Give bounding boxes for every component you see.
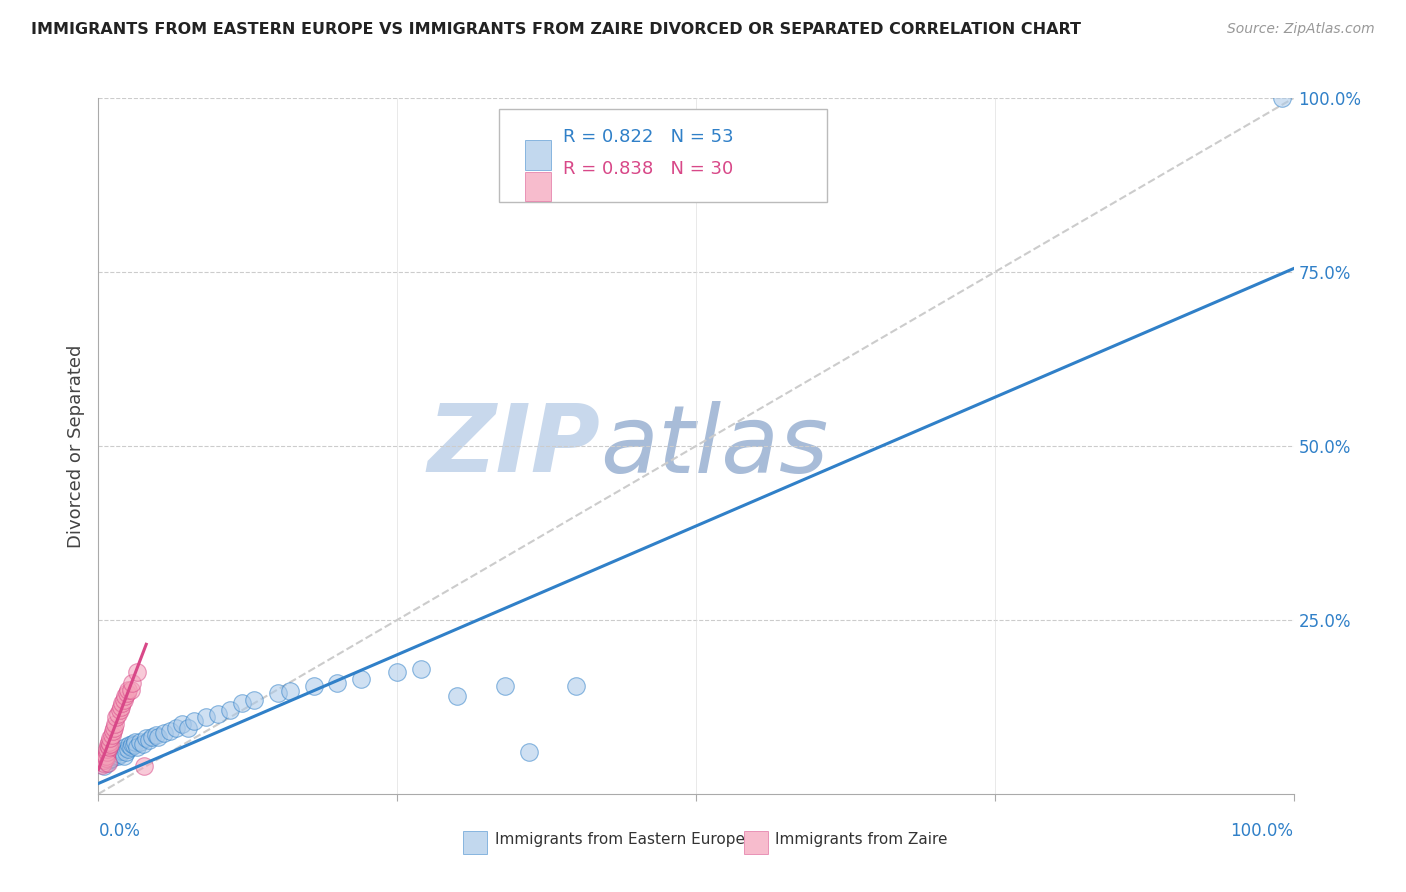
Y-axis label: Divorced or Separated: Divorced or Separated [66, 344, 84, 548]
Point [100, 750, 122, 764]
Point [278, 684, 301, 698]
Text: Immigrants from Eastern Europe: Immigrants from Eastern Europe [495, 831, 745, 847]
Point [111, 697, 134, 711]
Point [411, 662, 433, 676]
Point [207, 706, 229, 721]
Point [98, 737, 122, 751]
Point [107, 706, 129, 721]
Point [96, 745, 118, 759]
Point [105, 710, 128, 724]
Point [93, 754, 115, 768]
Point [121, 737, 143, 751]
Point [107, 748, 129, 763]
Point [125, 739, 148, 754]
Text: atlas: atlas [600, 401, 828, 491]
Point [302, 679, 325, 693]
Point [112, 693, 135, 707]
FancyBboxPatch shape [499, 109, 827, 202]
Point [96, 741, 118, 756]
Point [93, 759, 115, 773]
Point [159, 724, 181, 739]
FancyBboxPatch shape [463, 831, 486, 854]
Point [141, 730, 163, 744]
Point [183, 714, 205, 728]
Point [103, 721, 125, 735]
Point [98, 739, 121, 754]
Point [129, 735, 152, 749]
Point [124, 738, 146, 752]
Point [103, 747, 125, 761]
Point [114, 739, 136, 754]
Point [108, 703, 131, 717]
Point [135, 731, 157, 746]
Point [115, 745, 138, 759]
Point [350, 672, 373, 686]
Point [326, 675, 349, 690]
Point [117, 682, 139, 697]
Point [153, 725, 176, 739]
Text: R = 0.822   N = 53: R = 0.822 N = 53 [564, 128, 734, 146]
Point [91, 756, 114, 770]
Point [118, 738, 141, 752]
Point [108, 747, 131, 761]
Point [125, 665, 148, 680]
FancyBboxPatch shape [744, 831, 768, 854]
Point [132, 759, 155, 773]
Point [112, 748, 135, 763]
Point [100, 728, 122, 742]
Point [97, 738, 120, 752]
Point [117, 741, 139, 756]
Text: Source: ZipAtlas.com: Source: ZipAtlas.com [1227, 22, 1375, 37]
Text: R = 0.838   N = 30: R = 0.838 N = 30 [564, 160, 734, 178]
Point [105, 745, 128, 759]
Point [165, 721, 187, 735]
Point [121, 675, 143, 690]
Point [565, 679, 588, 693]
Text: 100.0%: 100.0% [1230, 822, 1294, 839]
Point [94, 750, 117, 764]
Point [104, 717, 127, 731]
Point [101, 748, 124, 763]
Point [243, 693, 266, 707]
Point [111, 744, 134, 758]
Point [120, 739, 142, 754]
Text: IMMIGRANTS FROM EASTERN EUROPE VS IMMIGRANTS FROM ZAIRE DIVORCED OR SEPARATED CO: IMMIGRANTS FROM EASTERN EUROPE VS IMMIGR… [31, 22, 1081, 37]
Point [494, 679, 516, 693]
Point [172, 717, 194, 731]
Point [138, 732, 160, 747]
Point [110, 741, 132, 756]
Text: Immigrants from Zaire: Immigrants from Zaire [775, 831, 948, 847]
Point [145, 728, 167, 742]
Point [219, 703, 242, 717]
Point [517, 745, 540, 759]
Point [91, 757, 114, 772]
Point [110, 699, 132, 714]
Point [385, 665, 409, 680]
Point [148, 730, 170, 744]
Point [114, 690, 136, 704]
Point [107, 744, 129, 758]
Point [195, 710, 218, 724]
Point [101, 724, 124, 739]
Text: 0.0%: 0.0% [98, 822, 141, 839]
Point [94, 748, 117, 763]
FancyBboxPatch shape [524, 172, 551, 201]
Point [97, 756, 120, 770]
Point [98, 735, 121, 749]
Point [1271, 91, 1294, 105]
Point [177, 721, 200, 735]
Text: ZIP: ZIP [427, 400, 600, 492]
Point [98, 731, 122, 746]
Point [131, 737, 153, 751]
Point [98, 752, 122, 766]
Point [120, 682, 142, 697]
Point [267, 686, 290, 700]
Point [231, 697, 253, 711]
Point [98, 754, 121, 768]
Point [124, 735, 146, 749]
Point [96, 756, 118, 770]
Point [446, 690, 468, 704]
Point [115, 686, 138, 700]
FancyBboxPatch shape [524, 140, 551, 169]
